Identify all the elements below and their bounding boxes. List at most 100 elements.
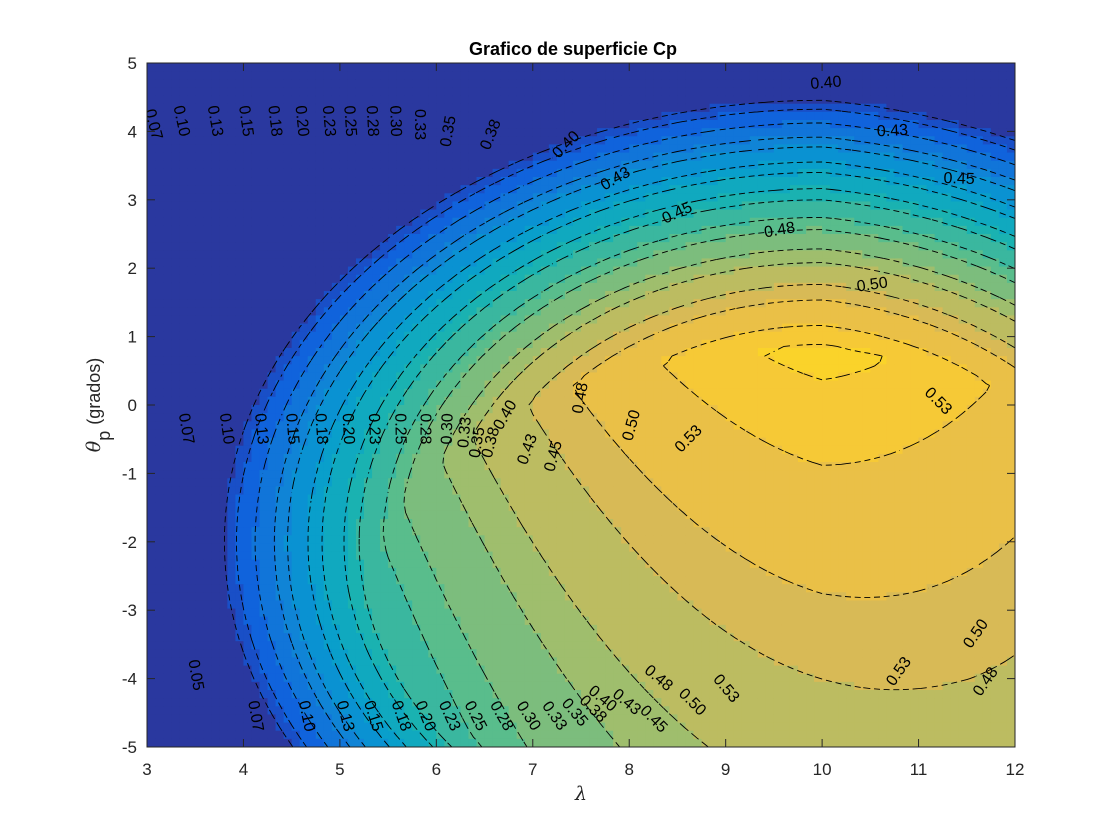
surface-cell bbox=[315, 331, 325, 341]
surface-cell bbox=[516, 649, 526, 659]
surface-cell bbox=[275, 527, 285, 536]
surface-cell bbox=[540, 421, 550, 431]
surface-cell bbox=[339, 616, 349, 626]
surface-cell bbox=[388, 225, 397, 235]
surface-cell bbox=[532, 177, 542, 186]
surface-cell bbox=[187, 144, 196, 154]
surface-cell bbox=[428, 665, 437, 675]
surface-cell bbox=[243, 429, 253, 439]
surface-cell bbox=[147, 421, 156, 431]
surface-cell bbox=[508, 429, 518, 439]
surface-cell bbox=[548, 372, 558, 382]
surface-cell bbox=[605, 478, 614, 488]
surface-cell bbox=[291, 201, 301, 211]
surface-cell bbox=[484, 478, 494, 488]
surface-cell bbox=[171, 79, 180, 89]
surface-cell bbox=[444, 722, 454, 732]
surface-cell bbox=[283, 348, 293, 357]
surface-cell bbox=[412, 111, 421, 121]
surface-cell bbox=[331, 559, 341, 569]
surface-cell bbox=[243, 738, 253, 747]
surface-cell bbox=[380, 584, 389, 593]
surface-cell bbox=[364, 738, 373, 747]
surface-cell bbox=[171, 453, 180, 463]
surface-cell bbox=[532, 413, 542, 422]
surface-cell bbox=[492, 388, 502, 398]
surface-cell bbox=[548, 584, 558, 593]
surface-cell bbox=[155, 445, 164, 455]
surface-cell bbox=[307, 462, 317, 471]
surface-cell bbox=[581, 527, 590, 536]
surface-cell bbox=[500, 722, 510, 732]
surface-cell bbox=[147, 633, 156, 642]
surface-cell bbox=[524, 95, 534, 105]
surface-cell bbox=[339, 462, 349, 471]
surface-cell bbox=[581, 111, 590, 121]
surface-cell bbox=[267, 120, 277, 129]
surface-cell bbox=[211, 364, 220, 374]
surface-cell bbox=[532, 258, 542, 268]
surface-cell bbox=[516, 405, 526, 414]
surface-cell bbox=[307, 168, 317, 178]
surface-cell bbox=[203, 120, 212, 129]
surface-cell bbox=[420, 209, 429, 219]
surface-cell bbox=[243, 372, 253, 382]
surface-cell bbox=[597, 608, 606, 618]
surface-cell bbox=[275, 519, 285, 528]
surface-cell bbox=[404, 462, 413, 471]
surface-cell bbox=[516, 510, 526, 520]
surface-cell bbox=[323, 714, 333, 724]
surface-cell bbox=[589, 266, 598, 276]
surface-cell bbox=[556, 649, 566, 659]
surface-cell bbox=[572, 641, 582, 650]
surface-cell bbox=[524, 372, 534, 382]
surface-cell bbox=[243, 535, 253, 545]
surface-cell bbox=[589, 258, 598, 268]
surface-cell bbox=[275, 616, 285, 626]
surface-cell bbox=[227, 714, 237, 724]
surface-cell bbox=[613, 486, 622, 496]
surface-cell bbox=[227, 144, 237, 154]
surface-cell bbox=[259, 535, 269, 545]
surface-cell bbox=[396, 543, 405, 553]
surface-cell bbox=[404, 307, 413, 317]
surface-cell bbox=[219, 323, 228, 333]
surface-cell bbox=[589, 388, 598, 398]
surface-cell bbox=[396, 63, 405, 72]
surface-cell bbox=[605, 299, 614, 308]
surface-cell bbox=[564, 144, 574, 154]
surface-cell bbox=[163, 738, 172, 747]
surface-cell bbox=[251, 633, 261, 642]
surface-cell bbox=[364, 95, 373, 105]
surface-cell bbox=[597, 730, 606, 740]
surface-cell bbox=[613, 209, 622, 219]
surface-cell bbox=[428, 120, 437, 129]
surface-cell bbox=[267, 250, 277, 260]
surface-cell bbox=[347, 413, 357, 422]
surface-cell bbox=[163, 641, 172, 650]
surface-cell bbox=[516, 413, 526, 422]
surface-cell bbox=[468, 356, 478, 365]
surface-cell bbox=[548, 177, 558, 186]
surface-cell bbox=[476, 177, 486, 186]
surface-cell bbox=[412, 177, 421, 186]
surface-cell bbox=[420, 470, 429, 479]
surface-cell bbox=[307, 266, 317, 276]
surface-cell bbox=[267, 519, 277, 528]
surface-cell bbox=[460, 356, 470, 365]
surface-cell bbox=[572, 63, 582, 72]
surface-cell bbox=[460, 437, 470, 447]
surface-cell bbox=[171, 250, 180, 260]
surface-cell bbox=[508, 274, 518, 284]
surface-cell bbox=[299, 616, 309, 626]
surface-cell bbox=[187, 193, 196, 203]
surface-cell bbox=[532, 79, 542, 89]
surface-cell bbox=[476, 128, 486, 137]
surface-cell bbox=[323, 95, 333, 105]
surface-cell bbox=[476, 510, 486, 520]
surface-cell bbox=[227, 657, 237, 667]
surface-cell bbox=[283, 413, 293, 422]
surface-cell bbox=[500, 494, 510, 504]
surface-cell bbox=[203, 567, 212, 577]
surface-cell bbox=[581, 168, 590, 178]
